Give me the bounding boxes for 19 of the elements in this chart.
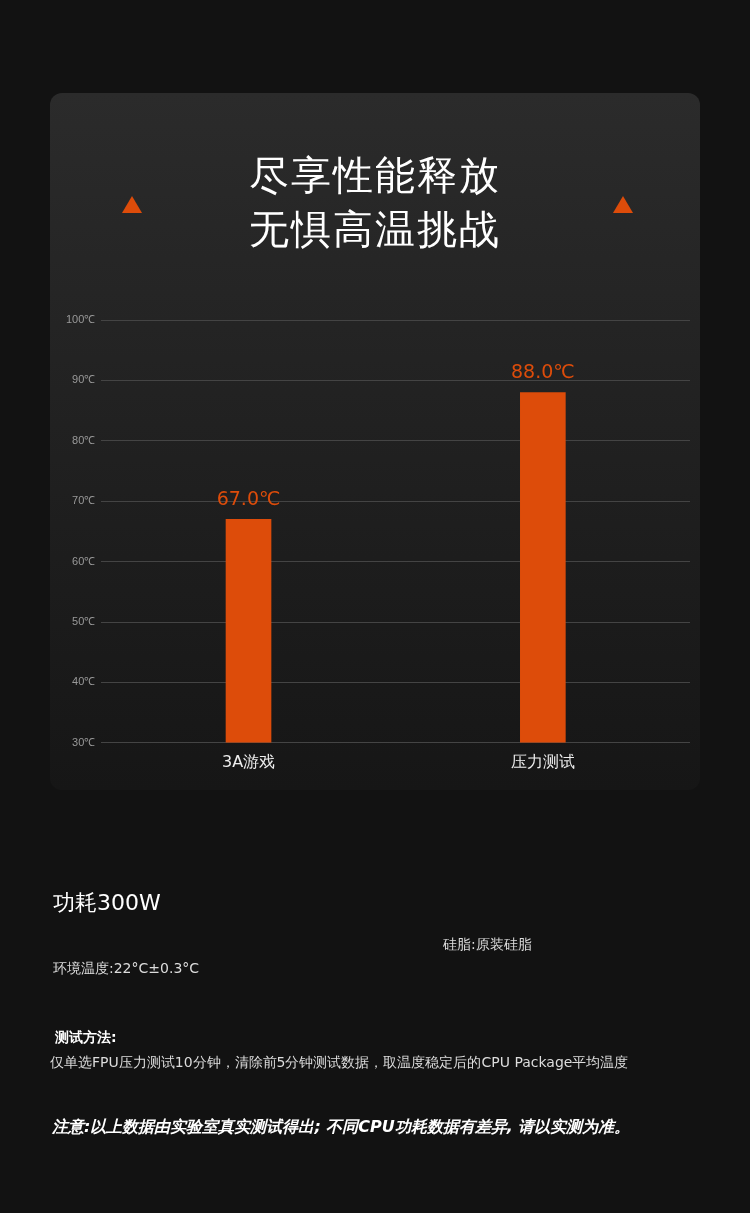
y-tick-label: 30℃: [72, 735, 96, 748]
data-label: 67.0℃: [216, 486, 281, 509]
chart-title: 尽享性能释放无惧高温挑战: [248, 151, 502, 254]
y-tick-label: 90℃: [72, 373, 96, 386]
y-tick-label: 60℃: [72, 554, 96, 567]
y-tick-label: 40℃: [72, 675, 96, 688]
x-tick-label: 压力测试: [510, 751, 575, 771]
text: 硅脂:原装硅脂: [443, 935, 532, 954]
y-tick-label: 70℃: [72, 494, 96, 507]
y-tick-label: 80℃: [72, 433, 96, 446]
data-label: 88.0℃: [511, 359, 575, 382]
text: 环境温度:22°C±0.3°C: [53, 959, 200, 978]
text: 测试方法:: [55, 1028, 117, 1047]
text: 功耗300W: [53, 889, 161, 917]
y-tick-label: 50℃: [72, 615, 96, 628]
text: 仅单选FPU压力测试10分钟，清除前5分钟测试数据，取温度稳定后的CPU Package平均温度: [50, 1053, 630, 1072]
x-tick-label: 3A游戏: [221, 751, 276, 771]
text: 注意:以上数据由实验室真实测试得出; 不同CPU功耗数据有差异, 请以实测为准。: [52, 1116, 632, 1138]
y-tick-label: 100℃: [65, 313, 96, 326]
